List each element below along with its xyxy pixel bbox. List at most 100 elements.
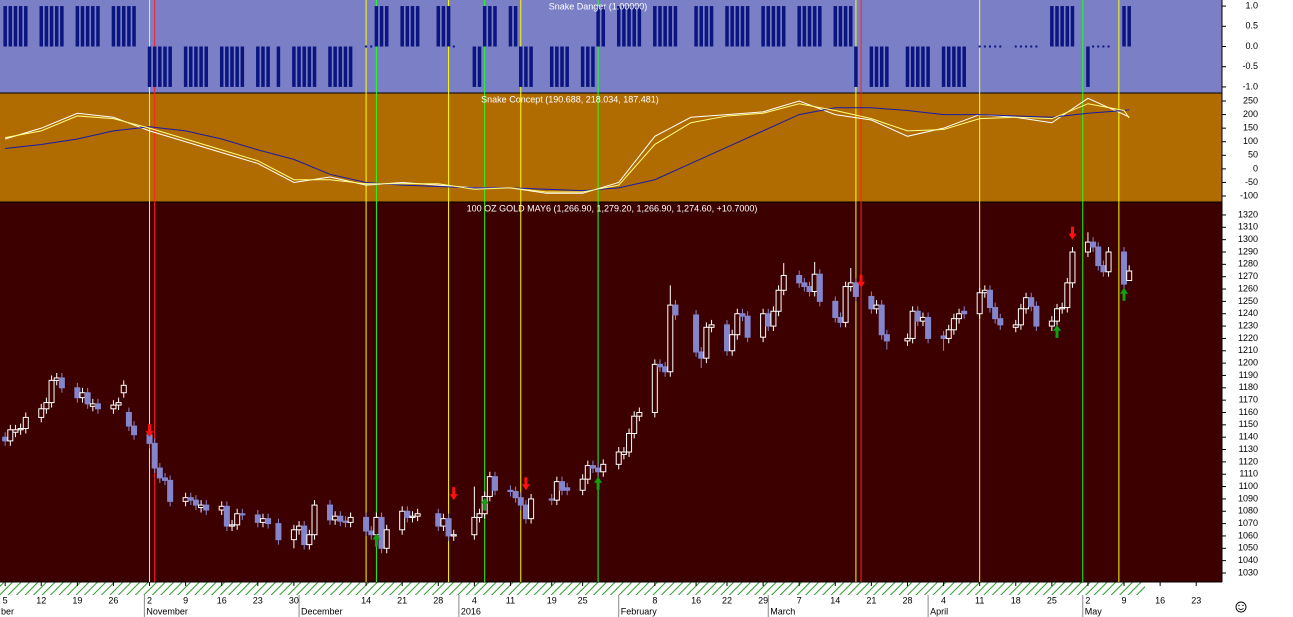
danger-bar (513, 6, 518, 47)
candle-body (584, 465, 591, 480)
danger-bar (843, 6, 848, 47)
danger-bar (952, 46, 956, 87)
danger-bar (807, 6, 812, 47)
candle-body (904, 337, 911, 342)
candle-body (925, 316, 932, 339)
candle-body (517, 497, 524, 506)
danger-bar (879, 46, 884, 87)
danger-bar (1127, 6, 1131, 47)
smiley-icon (1235, 601, 1247, 613)
danger-bar (297, 46, 301, 87)
candle-body (450, 534, 457, 537)
y-tick-label: 1240 (1238, 308, 1258, 318)
candle-body (1028, 297, 1035, 307)
x-tick-label: 11 (975, 595, 984, 605)
danger-bar (580, 46, 585, 87)
danger-bar (189, 46, 193, 87)
danger-bar (849, 6, 853, 47)
danger-bar (508, 6, 513, 47)
candle-body (651, 363, 658, 413)
candle-body (1059, 307, 1066, 310)
candle-body (22, 416, 29, 430)
candle-body (1095, 246, 1102, 267)
danger-bar (240, 46, 245, 87)
signal-arrow (145, 424, 154, 438)
danger-bar (694, 6, 698, 47)
signal-arrow (449, 487, 458, 501)
candle-body (125, 411, 132, 427)
candle-body (883, 334, 890, 342)
candle-body (956, 313, 963, 320)
signal-arrow (1120, 287, 1129, 301)
y-tick-label: 1300 (1238, 234, 1258, 244)
candle-body (729, 334, 736, 352)
danger-bar (111, 6, 116, 47)
x-tick-label: 16 (217, 595, 227, 605)
candle-body (981, 289, 988, 294)
danger-dot (1107, 45, 1110, 48)
candle-body (842, 286, 849, 323)
candle-body (332, 515, 339, 521)
danger-bar (818, 6, 822, 47)
danger-dot (1030, 45, 1033, 48)
danger-bar (766, 6, 771, 47)
x-tick-label: 23 (1191, 595, 1201, 605)
danger-bar (1122, 6, 1126, 47)
candle-body (832, 300, 839, 318)
danger-bar (276, 46, 281, 87)
danger-dot (978, 45, 981, 48)
x-tick-label: 12 (36, 595, 46, 605)
y-tick-label: 1080 (1238, 506, 1258, 516)
danger-bar (292, 46, 296, 87)
danger-bar (441, 6, 446, 47)
candle-body (667, 304, 674, 373)
y-tick-label: 1150 (1239, 419, 1258, 429)
candle-body (739, 313, 746, 317)
candle-body (218, 505, 225, 511)
candle-body (1017, 308, 1024, 326)
danger-bar (85, 6, 90, 47)
candle-body (187, 497, 194, 501)
danger-bar (116, 6, 121, 47)
candle-body (275, 523, 282, 541)
x-tick-label: 29 (758, 595, 768, 605)
y-tick-label: 0.0 (1245, 41, 1258, 51)
candle-body (775, 289, 782, 312)
candle-body (198, 504, 205, 509)
candle-body (734, 313, 741, 336)
candle-body (399, 510, 406, 531)
x-tick-label: 4 (941, 595, 946, 605)
danger-bar (230, 46, 234, 87)
danger-bar (374, 6, 379, 47)
y-tick-label: 1130 (1239, 444, 1258, 454)
x-tick-label: 18 (1011, 595, 1021, 605)
candle-body (435, 513, 442, 527)
candle-body (58, 377, 65, 389)
candle-body (48, 379, 55, 404)
candle-body (976, 292, 983, 315)
danger-bar (926, 46, 930, 87)
danger-bar (560, 46, 564, 87)
y-tick-label: 1230 (1238, 320, 1258, 330)
danger-bar (833, 6, 838, 47)
candle-body (383, 529, 390, 549)
danger-bar (622, 6, 626, 47)
y-tick-label: 1180 (1239, 382, 1258, 392)
danger-bar (488, 6, 492, 47)
danger-bar (405, 6, 410, 47)
candle-body (1064, 282, 1071, 309)
danger-bar (658, 6, 662, 47)
danger-bar (436, 6, 441, 47)
danger-dot (1035, 45, 1038, 48)
candle-body (553, 481, 560, 501)
pane-title: Snake Danger (1.00000) (549, 1, 648, 11)
candle-body (693, 314, 700, 353)
candle-body (703, 326, 710, 359)
signal-arrow (1053, 324, 1062, 338)
x-tick-label: 19 (72, 595, 82, 605)
danger-bar (482, 6, 487, 47)
candle-body (636, 411, 643, 417)
candle-body (950, 318, 957, 331)
danger-bar (13, 6, 18, 47)
